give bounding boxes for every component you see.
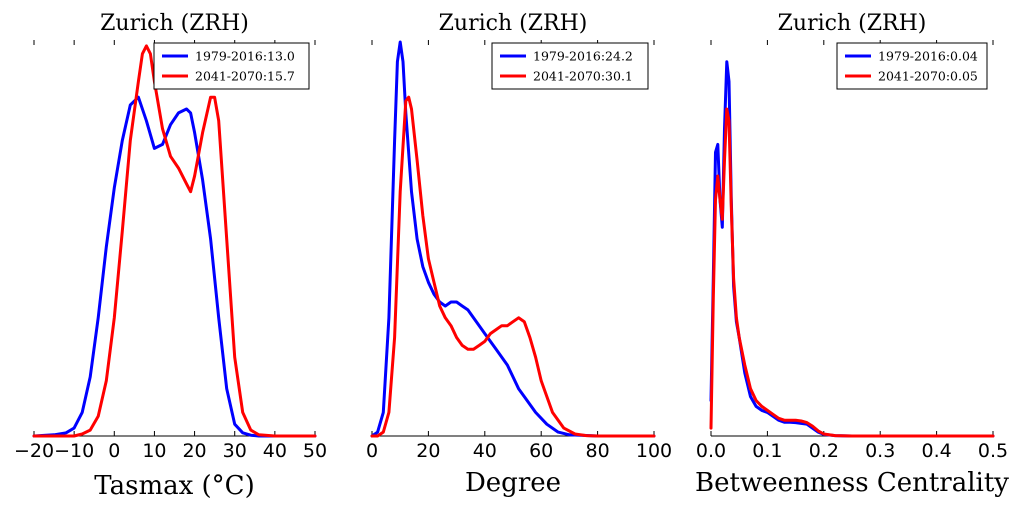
legend-box [491,42,649,90]
x-tick-label: 30 [223,440,247,462]
chart-title: Zurich (ZRH) [778,11,927,36]
legend: 1979-2016:0.04 2041-2070:0.05 [836,42,988,90]
legend-label: 2041-2070:15.7 [195,69,295,84]
x-tick-label: 20 [416,440,440,462]
x-tick-label: 40 [473,440,497,462]
legend-label: 1979-2016:0.04 [878,49,978,64]
x-tick-label: 10 [142,440,166,462]
x-tick-label: 100 [636,440,672,462]
legend: 1979-2016:24.2 2041-2070:30.1 [491,42,649,90]
panel-1: Zurich (ZRH) −20 −10 0 10 20 30 40 50 Tasmax (°C)… [14,11,327,501]
legend-box [836,42,988,90]
x-tick-label: 20 [182,440,206,462]
legend-label: 1979-2016:13.0 [195,49,295,64]
series-line-baseline [709,60,995,438]
panel-3: Zurich (ZRH) 0.0 0.1 0.2 0.3 0.4 0.5 Betweennes… [695,11,1009,498]
x-tick-label: 0.3 [865,440,895,462]
x-tick-label: 0.5 [978,440,1008,462]
series-line-baseline [32,95,317,438]
x-tick-label: 0.1 [752,440,782,462]
legend-box [153,42,310,90]
x-axis-label: Degree [465,468,561,498]
x-tick-label: 0.4 [921,440,951,462]
x-tick-label: 40 [263,440,287,462]
x-axis-label: Betweenness Centrality [695,468,1009,498]
chart-title: Zurich (ZRH) [100,11,249,36]
x-tick-label: 0 [108,440,120,462]
panel-2: Zurich (ZRH) 0 20 40 60 80 100 Degree 1979-2016:… [366,11,672,498]
x-tick-label: 60 [529,440,553,462]
x-tick-label: 80 [586,440,610,462]
series-line-future [709,107,995,438]
series-line-future [370,95,656,438]
legend-label: 2041-2070:0.05 [878,69,978,84]
legend-label: 2041-2070:30.1 [533,69,633,84]
x-tick-label: −20 [14,440,54,462]
x-tick-label: 0 [366,440,378,462]
x-axis-label: Tasmax (°C) [94,471,254,501]
legend: 1979-2016:13.0 2041-2070:15.7 [153,42,310,90]
x-tick-label: 0.0 [696,440,726,462]
legend-label: 1979-2016:24.2 [533,49,633,64]
x-tick-label: 0.2 [809,440,839,462]
x-tick-label: 50 [303,440,327,462]
chart-title: Zurich (ZRH) [439,11,588,36]
series-line-future [32,44,317,438]
x-tick-label: −10 [54,440,94,462]
series-line-baseline [370,40,656,438]
